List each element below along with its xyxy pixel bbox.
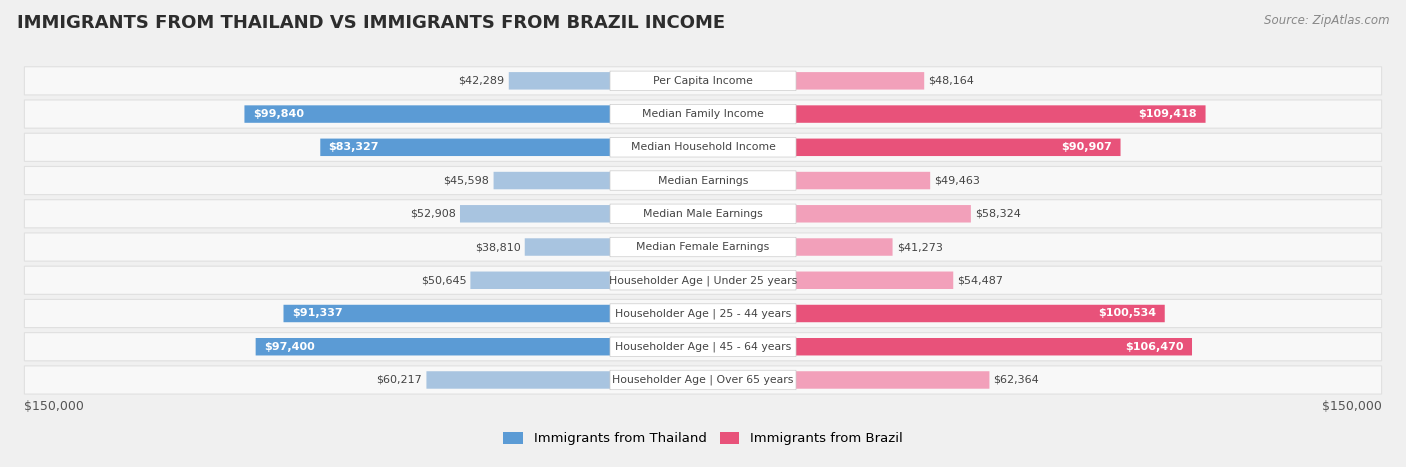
FancyBboxPatch shape bbox=[24, 299, 1382, 327]
FancyBboxPatch shape bbox=[509, 72, 703, 90]
FancyBboxPatch shape bbox=[703, 106, 1205, 123]
Text: $109,418: $109,418 bbox=[1139, 109, 1198, 119]
Text: Householder Age | Under 25 years: Householder Age | Under 25 years bbox=[609, 275, 797, 285]
FancyBboxPatch shape bbox=[24, 200, 1382, 228]
FancyBboxPatch shape bbox=[610, 71, 796, 91]
Text: $97,400: $97,400 bbox=[264, 342, 315, 352]
FancyBboxPatch shape bbox=[610, 104, 796, 124]
Text: Median Family Income: Median Family Income bbox=[643, 109, 763, 119]
Text: Householder Age | 25 - 44 years: Householder Age | 25 - 44 years bbox=[614, 308, 792, 319]
FancyBboxPatch shape bbox=[24, 366, 1382, 394]
FancyBboxPatch shape bbox=[703, 305, 1164, 322]
Text: Source: ZipAtlas.com: Source: ZipAtlas.com bbox=[1264, 14, 1389, 27]
FancyBboxPatch shape bbox=[703, 271, 953, 289]
FancyBboxPatch shape bbox=[321, 139, 703, 156]
Text: Per Capita Income: Per Capita Income bbox=[652, 76, 754, 86]
Text: $150,000: $150,000 bbox=[1322, 400, 1382, 413]
FancyBboxPatch shape bbox=[703, 371, 990, 389]
Text: $91,337: $91,337 bbox=[292, 309, 343, 318]
FancyBboxPatch shape bbox=[284, 305, 703, 322]
FancyBboxPatch shape bbox=[703, 205, 972, 222]
Text: $100,534: $100,534 bbox=[1098, 309, 1157, 318]
FancyBboxPatch shape bbox=[245, 106, 703, 123]
Text: $60,217: $60,217 bbox=[377, 375, 422, 385]
Text: $38,810: $38,810 bbox=[475, 242, 520, 252]
FancyBboxPatch shape bbox=[24, 233, 1382, 261]
Text: Median Household Income: Median Household Income bbox=[630, 142, 776, 152]
Text: $49,463: $49,463 bbox=[935, 176, 980, 185]
Text: $58,324: $58,324 bbox=[974, 209, 1021, 219]
FancyBboxPatch shape bbox=[24, 67, 1382, 95]
Text: $45,598: $45,598 bbox=[443, 176, 489, 185]
FancyBboxPatch shape bbox=[494, 172, 703, 189]
Text: Median Female Earnings: Median Female Earnings bbox=[637, 242, 769, 252]
FancyBboxPatch shape bbox=[610, 304, 796, 323]
Text: $62,364: $62,364 bbox=[994, 375, 1039, 385]
Text: $50,645: $50,645 bbox=[420, 275, 467, 285]
Text: IMMIGRANTS FROM THAILAND VS IMMIGRANTS FROM BRAZIL INCOME: IMMIGRANTS FROM THAILAND VS IMMIGRANTS F… bbox=[17, 14, 725, 32]
FancyBboxPatch shape bbox=[460, 205, 703, 222]
Text: $42,289: $42,289 bbox=[458, 76, 505, 86]
FancyBboxPatch shape bbox=[610, 171, 796, 190]
Text: $106,470: $106,470 bbox=[1125, 342, 1184, 352]
FancyBboxPatch shape bbox=[24, 133, 1382, 162]
FancyBboxPatch shape bbox=[524, 238, 703, 256]
FancyBboxPatch shape bbox=[24, 333, 1382, 361]
FancyBboxPatch shape bbox=[610, 370, 796, 389]
FancyBboxPatch shape bbox=[24, 266, 1382, 294]
FancyBboxPatch shape bbox=[610, 237, 796, 257]
FancyBboxPatch shape bbox=[703, 139, 1121, 156]
Text: Median Earnings: Median Earnings bbox=[658, 176, 748, 185]
FancyBboxPatch shape bbox=[24, 166, 1382, 195]
FancyBboxPatch shape bbox=[471, 271, 703, 289]
Text: Householder Age | Over 65 years: Householder Age | Over 65 years bbox=[612, 375, 794, 385]
FancyBboxPatch shape bbox=[256, 338, 703, 355]
Text: Median Male Earnings: Median Male Earnings bbox=[643, 209, 763, 219]
FancyBboxPatch shape bbox=[24, 100, 1382, 128]
Text: $54,487: $54,487 bbox=[957, 275, 1004, 285]
FancyBboxPatch shape bbox=[703, 338, 1192, 355]
FancyBboxPatch shape bbox=[610, 138, 796, 157]
Text: $52,908: $52,908 bbox=[411, 209, 456, 219]
FancyBboxPatch shape bbox=[610, 337, 796, 356]
Legend: Immigrants from Thailand, Immigrants from Brazil: Immigrants from Thailand, Immigrants fro… bbox=[498, 426, 908, 451]
Text: $99,840: $99,840 bbox=[253, 109, 304, 119]
FancyBboxPatch shape bbox=[426, 371, 703, 389]
Text: $48,164: $48,164 bbox=[928, 76, 974, 86]
Text: Householder Age | 45 - 64 years: Householder Age | 45 - 64 years bbox=[614, 341, 792, 352]
Text: $90,907: $90,907 bbox=[1062, 142, 1112, 152]
Text: $83,327: $83,327 bbox=[329, 142, 380, 152]
FancyBboxPatch shape bbox=[703, 238, 893, 256]
Text: $150,000: $150,000 bbox=[24, 400, 84, 413]
Text: $41,273: $41,273 bbox=[897, 242, 942, 252]
FancyBboxPatch shape bbox=[703, 172, 931, 189]
FancyBboxPatch shape bbox=[610, 270, 796, 290]
FancyBboxPatch shape bbox=[703, 72, 924, 90]
FancyBboxPatch shape bbox=[610, 204, 796, 224]
